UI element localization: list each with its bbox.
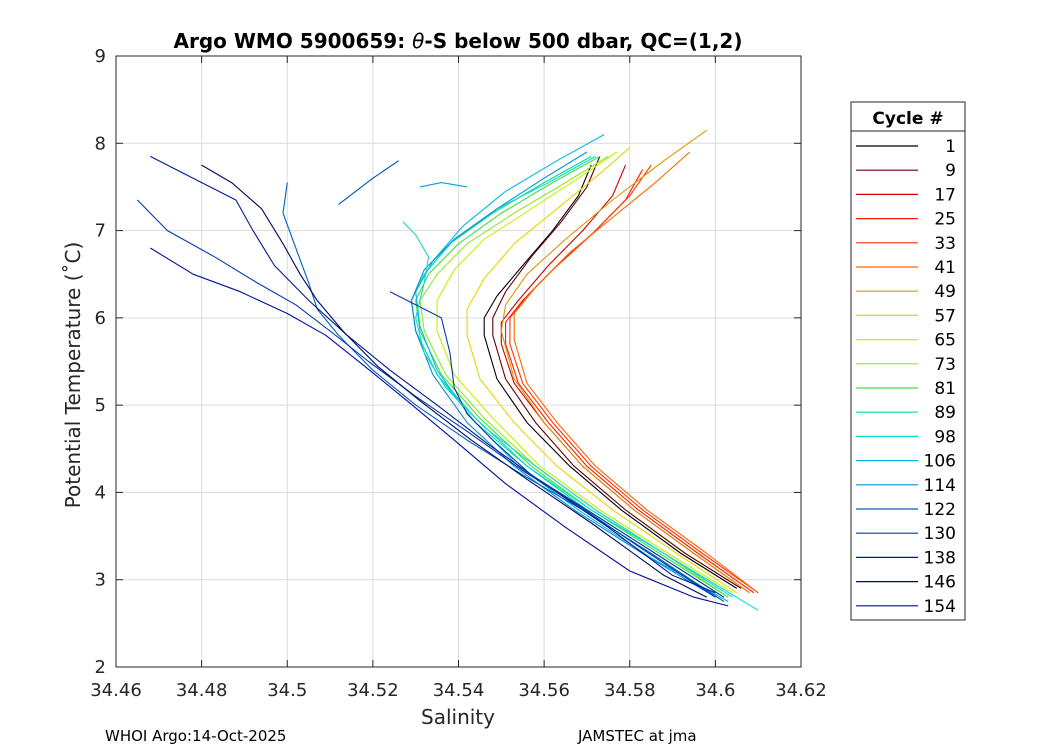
- series-line-cycle-1: [483, 164, 738, 589]
- series-line-cycle-126: [338, 160, 399, 205]
- y-tick-label: 2: [95, 657, 106, 678]
- x-tick-label: 34.52: [347, 680, 399, 701]
- series-line-cycle-138: [150, 155, 716, 594]
- footer-right: JAMSTEC at jma: [577, 727, 697, 745]
- series-line-cycle-146: [201, 164, 708, 598]
- legend-label: 130: [924, 524, 956, 544]
- x-tick-label: 34.56: [518, 680, 570, 701]
- series-line-cycle-154: [150, 247, 729, 607]
- legend: Cycle # 1 9 17 25 33 41 49 57 65 73 81 89 98 106 114 12…: [850, 101, 966, 621]
- x-axis-label: Salinity: [421, 705, 495, 729]
- y-tick-label: 6: [95, 308, 106, 329]
- legend-label: 41: [934, 258, 956, 278]
- series-line-cycle-57: [466, 147, 738, 594]
- series-line-cycle-49: [500, 129, 750, 594]
- y-tick-label: 7: [95, 221, 106, 242]
- x-tick-label: 34.54: [433, 680, 485, 701]
- y-tick-label: 8: [95, 133, 106, 154]
- legend-label: 114: [924, 476, 956, 496]
- legend-label: 1: [945, 137, 956, 157]
- y-tick-label: 9: [95, 46, 106, 67]
- legend-label: 154: [924, 597, 956, 617]
- legend-label: 81: [934, 379, 956, 399]
- legend-label: 33: [934, 234, 956, 254]
- series-line-cycle-128: [402, 221, 733, 598]
- legend-label: 49: [934, 282, 956, 302]
- chart-title: Argo WMO 5900659: θ-S below 500 dbar, QC…: [174, 29, 743, 53]
- legend-label: 25: [934, 210, 956, 230]
- x-tick-label: 34.6: [695, 680, 735, 701]
- x-tick-label: 34.46: [90, 680, 142, 701]
- legend-label: 17: [934, 185, 956, 205]
- y-tick-label: 3: [95, 570, 106, 591]
- legend-label: 65: [934, 331, 956, 351]
- ticks: 34.46 34.48 34.5 34.52 34.54 34.56 34.58 34.6 34…: [90, 46, 827, 701]
- series-line-cycle-41: [513, 151, 759, 594]
- series-line-cycle-65: [436, 151, 733, 594]
- x-tick-label: 34.5: [267, 680, 307, 701]
- series-line-cycle-130: [137, 199, 716, 598]
- x-tick-label: 34.62: [775, 680, 827, 701]
- legend-label: 73: [934, 355, 956, 375]
- legend-label: 106: [924, 452, 956, 472]
- series-line-cycle-120: [419, 182, 468, 188]
- series-line-cycle-33: [509, 164, 759, 594]
- x-tick-label: 34.48: [176, 680, 228, 701]
- footer-left: WHOI Argo:14-Oct-2025: [105, 727, 286, 745]
- legend-title: Cycle #: [872, 109, 943, 129]
- legend-label: 9: [945, 161, 956, 181]
- series-line-cycle-114: [410, 151, 716, 598]
- y-axis-label: Potential Temperature (˚C): [61, 242, 85, 509]
- legend-label: 122: [924, 500, 956, 520]
- legend-label: 138: [924, 548, 956, 568]
- legend-label: 98: [934, 427, 956, 447]
- series-line-cycle-136: [389, 291, 725, 598]
- y-tick-label: 4: [95, 482, 106, 503]
- legend-label: 146: [924, 573, 956, 593]
- series-line-cycle-106: [415, 134, 729, 602]
- x-tick-label: 34.58: [604, 680, 656, 701]
- legend-label: 89: [934, 403, 956, 423]
- series-line-cycle-9: [492, 156, 742, 589]
- y-tick-label: 5: [95, 395, 106, 416]
- legend-label: 57: [934, 306, 956, 326]
- plot-area: [137, 129, 759, 611]
